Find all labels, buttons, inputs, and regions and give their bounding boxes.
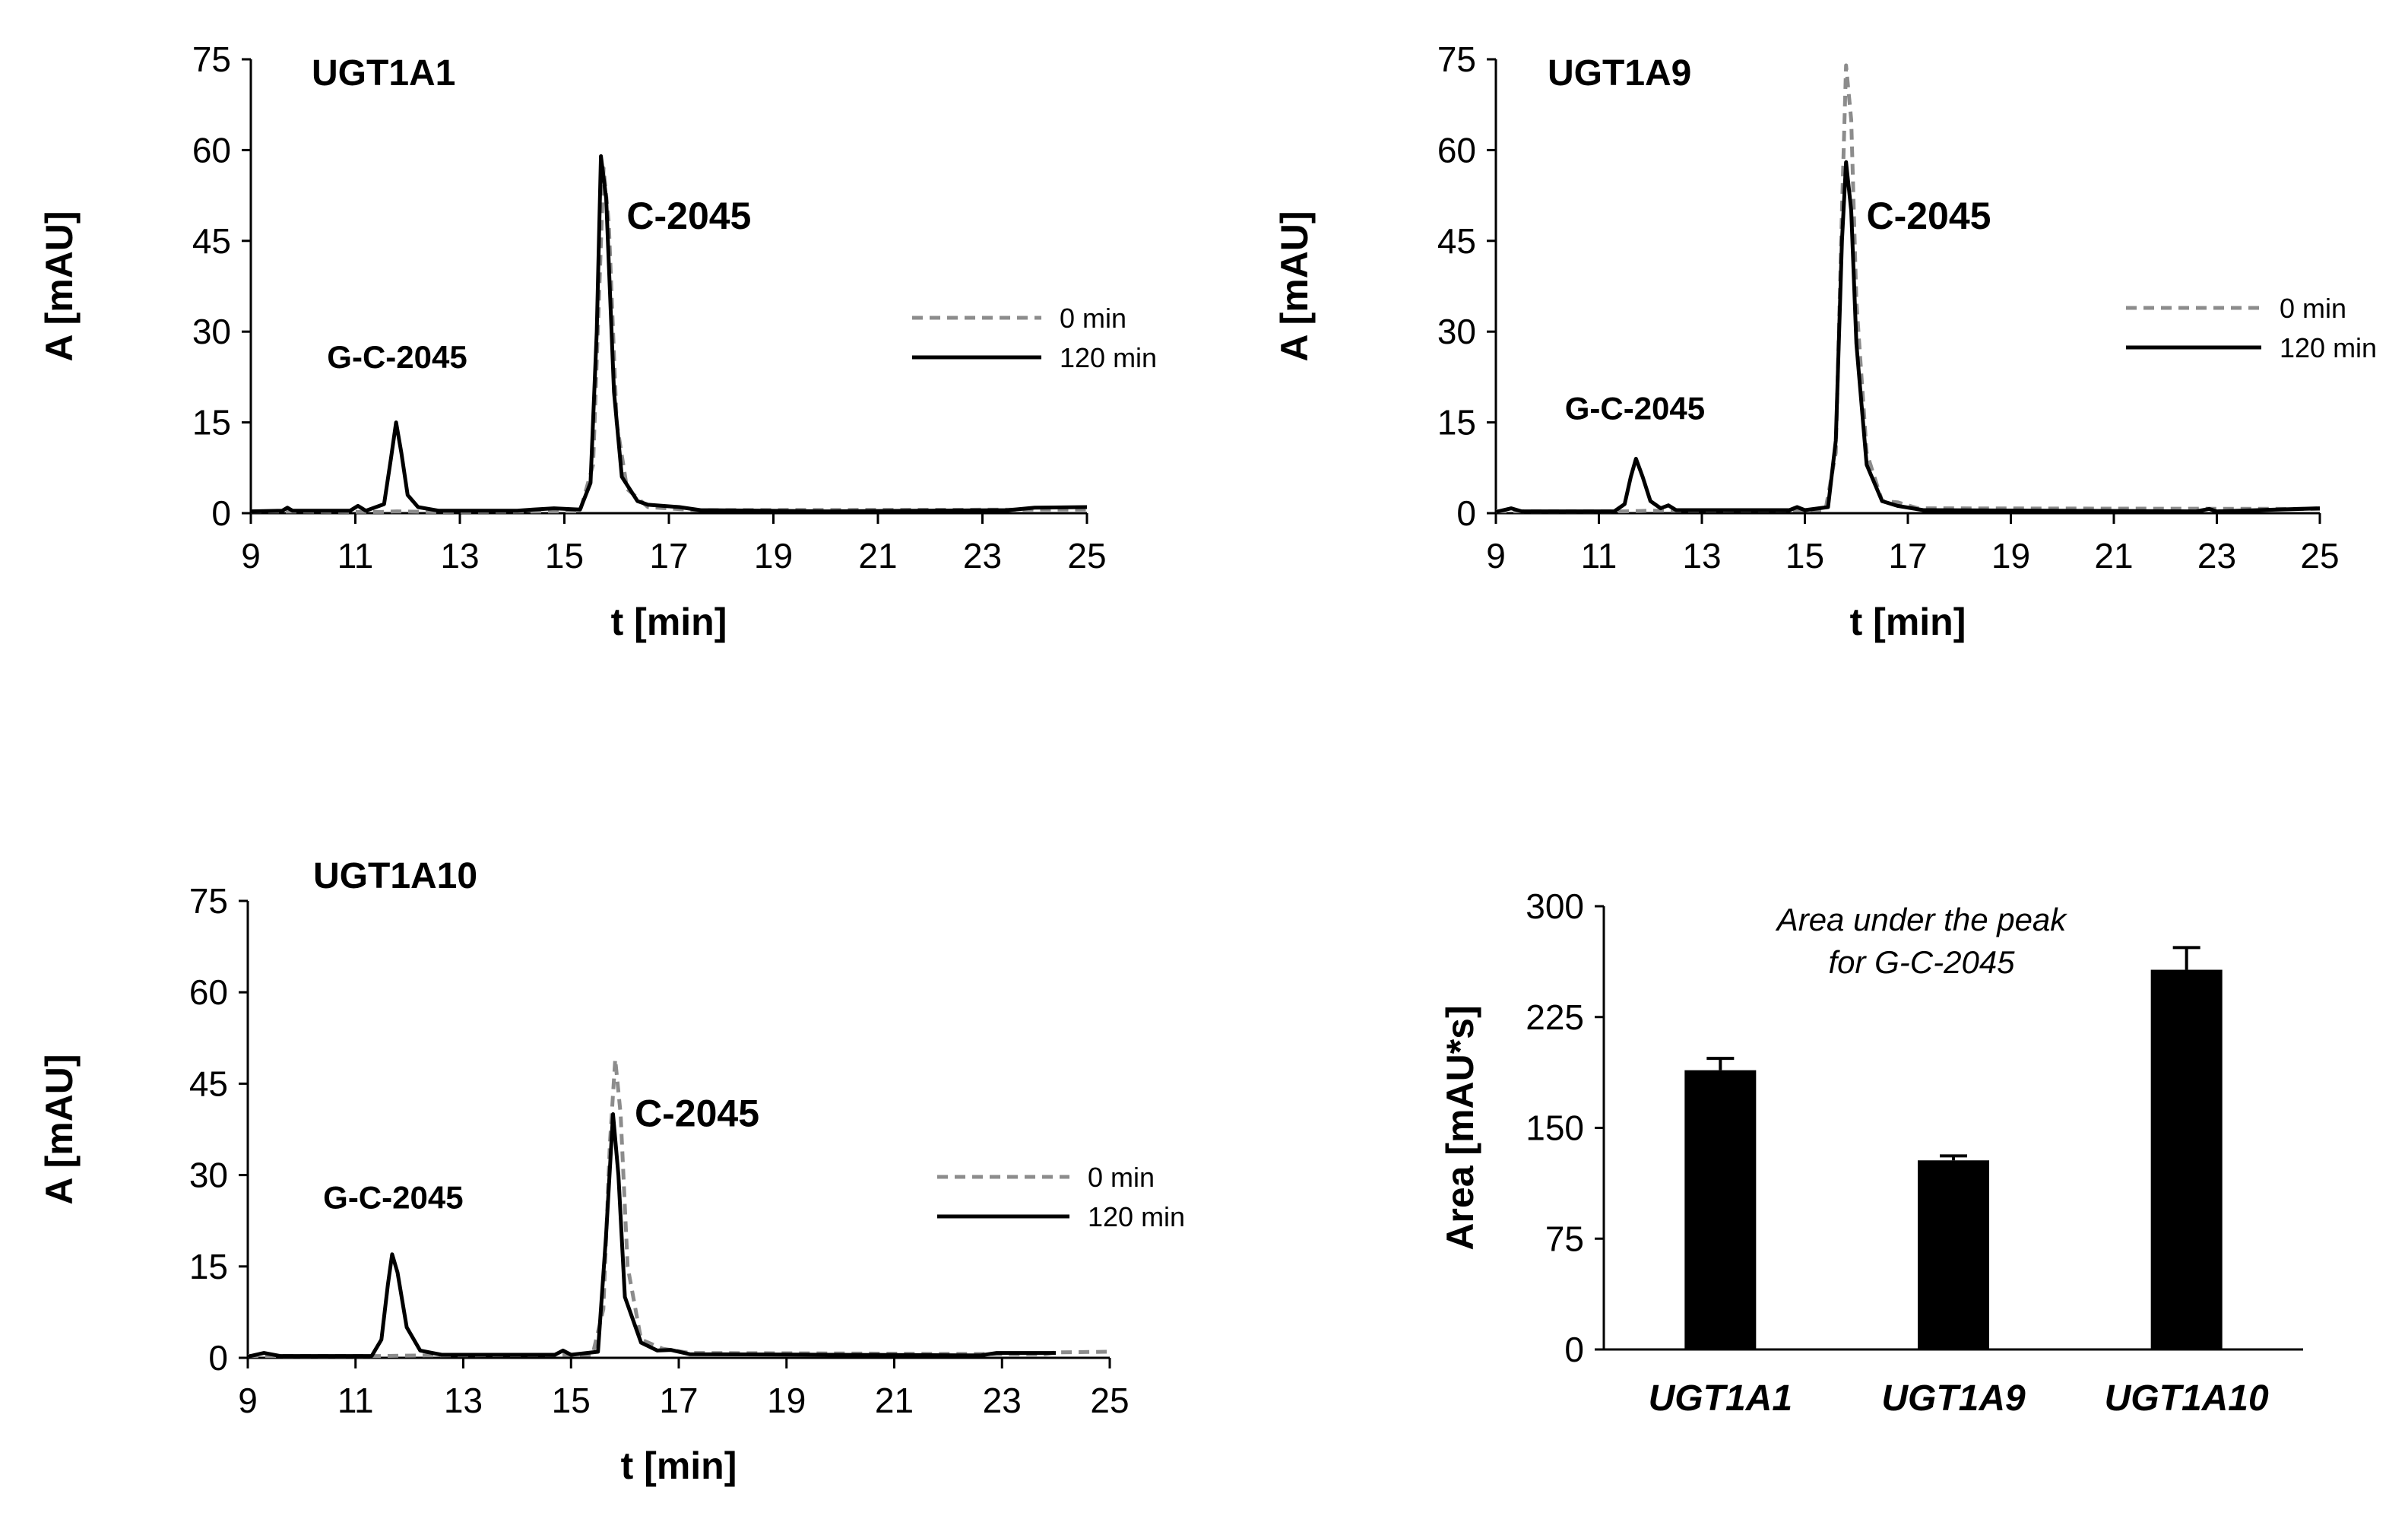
x-tick-label: 19 [767, 1381, 806, 1420]
category-label: UGT1A10 [2105, 1378, 2269, 1419]
y-tick-label: 15 [189, 1247, 228, 1286]
y-tick-label: 150 [1526, 1108, 1584, 1148]
peak-label: G-C-2045 [327, 339, 467, 375]
legend-label: 120 min [1088, 1201, 1185, 1232]
series-line-120min [250, 154, 1088, 514]
peak-label: C-2045 [1866, 195, 1991, 237]
x-tick-label: 21 [875, 1381, 914, 1420]
x-tick-label: 13 [1682, 536, 1721, 576]
bar-ugt1a1 [1684, 1070, 1757, 1349]
x-tick-label: 17 [659, 1381, 698, 1420]
peak-label: G-C-2045 [1565, 391, 1705, 427]
y-tick-label: 45 [1437, 221, 1476, 261]
x-tick-label: 17 [1888, 536, 1927, 576]
x-tick-label: 15 [545, 536, 584, 576]
series-line-0min [1496, 63, 2321, 514]
series-line-120min [247, 1112, 1057, 1359]
legend-label: 120 min [2280, 332, 2377, 363]
y-tick-label: 15 [1437, 403, 1476, 442]
x-tick-label: 11 [337, 1381, 374, 1420]
y-axis-title: A [mAU] [38, 1054, 81, 1204]
x-tick-label: 19 [1991, 536, 2030, 576]
y-tick-label: 60 [189, 972, 228, 1012]
y-tick-label: 0 [211, 493, 231, 533]
x-tick-label: 25 [2300, 536, 2339, 576]
x-tick-label: 11 [1581, 536, 1617, 576]
x-tick-label: 23 [963, 536, 1002, 576]
x-tick-label: 25 [1090, 1381, 1129, 1420]
x-tick-label: 23 [983, 1381, 1022, 1420]
y-tick-label: 75 [189, 881, 228, 921]
bar-ugt1a10 [2150, 969, 2223, 1349]
y-tick-label: 60 [1437, 130, 1476, 170]
x-tick-label: 9 [241, 536, 261, 576]
x-tick-label: 15 [552, 1381, 591, 1420]
y-tick-label: 75 [1437, 40, 1476, 79]
category-label: UGT1A1 [1649, 1378, 1792, 1419]
y-tick-label: 75 [192, 40, 231, 79]
y-tick-label: 60 [192, 130, 231, 170]
y-tick-label: 30 [192, 312, 231, 351]
x-tick-label: 21 [858, 536, 897, 576]
y-tick-label: 45 [189, 1064, 228, 1103]
peak-label: C-2045 [626, 195, 751, 237]
x-axis-title: t [min] [1850, 601, 1966, 643]
y-axis-title: Area [mAU*s] [1439, 1005, 1481, 1250]
y-tick-label: 300 [1526, 886, 1584, 926]
y-tick-label: 75 [1545, 1219, 1584, 1258]
y-tick-label: 225 [1526, 997, 1584, 1037]
bar-ugt1a9 [1918, 1160, 1989, 1349]
x-tick-label: 25 [1067, 536, 1106, 576]
y-tick-label: 0 [1564, 1330, 1584, 1369]
x-tick-label: 11 [337, 536, 374, 576]
peak-label: G-C-2045 [323, 1180, 463, 1216]
y-tick-label: 0 [1456, 493, 1476, 533]
legend-label: 0 min [1060, 303, 1126, 334]
x-tick-label: 23 [2197, 536, 2236, 576]
y-tick-label: 0 [208, 1338, 228, 1378]
y-axis-title: A [mAU] [1273, 211, 1316, 361]
chart-annotation: Area under the peak [1775, 902, 2068, 937]
chromatogram-ugt1a9: 0 15 30 45 60 75 9 11 13 15 17 19 21 23 25 t [min] A [mA… [1273, 40, 2377, 643]
y-tick-label: 30 [189, 1156, 228, 1195]
legend-label: 0 min [1088, 1162, 1155, 1193]
legend-label: 0 min [2280, 293, 2346, 324]
legend-label: 120 min [1060, 342, 1157, 373]
y-axis-title: A [mAU] [38, 211, 81, 361]
y-tick-label: 15 [192, 403, 231, 442]
series-line-120min [1495, 160, 2321, 514]
x-tick-label: 19 [754, 536, 793, 576]
x-tick-label: 9 [1486, 536, 1506, 576]
chart-annotation: for G-C-2045 [1828, 944, 2015, 980]
chromatogram-ugt1a1: 0 15 30 45 60 75 9 11 13 15 17 19 21 23 25 t [min] A [mA… [38, 40, 1157, 643]
y-tick-label: 45 [192, 221, 231, 261]
panel-title: UGT1A10 [313, 856, 477, 896]
bar-chart-area: 0 75 150 225 300 Area [mAU*s] Area under the p… [1439, 886, 2303, 1419]
x-tick-label: 9 [238, 1381, 258, 1420]
x-tick-label: 13 [440, 536, 479, 576]
x-tick-label: 17 [649, 536, 688, 576]
x-axis-title: t [min] [611, 601, 727, 643]
panel-title: UGT1A9 [1548, 53, 1691, 94]
x-tick-label: 15 [1785, 536, 1824, 576]
x-tick-label: 13 [444, 1381, 483, 1420]
category-label: UGT1A9 [1881, 1378, 2026, 1419]
x-axis-title: t [min] [621, 1444, 737, 1487]
panel-title: UGT1A1 [312, 53, 455, 94]
chromatogram-ugt1a10: 0 15 30 45 60 75 9 11 13 15 17 19 21 23 25 t [min] A [mA… [38, 856, 1185, 1487]
y-tick-label: 30 [1437, 312, 1476, 351]
peak-label: C-2045 [635, 1092, 759, 1134]
x-tick-label: 21 [2094, 536, 2133, 576]
